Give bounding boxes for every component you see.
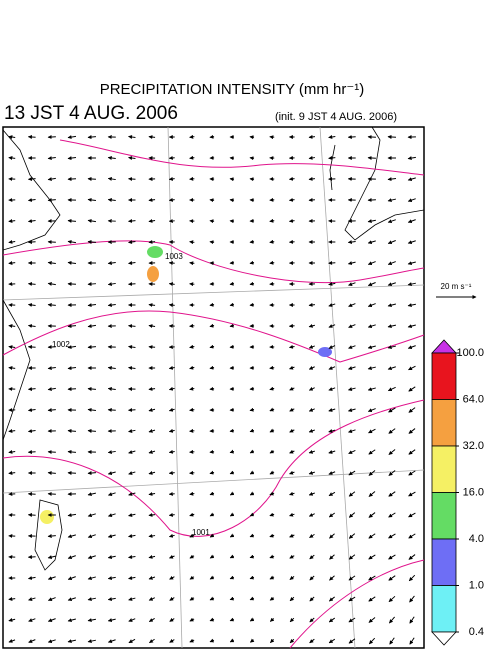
- wind-vector: [230, 431, 234, 432]
- wind-vector: [309, 200, 315, 201]
- wind-vector: [230, 179, 234, 180]
- isobar-label: 1002: [52, 340, 70, 349]
- wind-vector: [230, 347, 234, 348]
- colorbar-segment: [432, 493, 456, 540]
- wind-vector: [48, 494, 56, 495]
- wind-vector: [250, 305, 254, 306]
- colorbar-label: 1.0: [469, 579, 484, 591]
- wind-vector: [190, 326, 195, 327]
- colorbar-label: 0.4: [469, 626, 484, 638]
- wind-vector: [329, 158, 336, 159]
- wind-vector: [270, 263, 274, 264]
- wind-vector: [270, 221, 274, 222]
- wind-vector: [28, 452, 35, 453]
- precip-area: [147, 266, 159, 282]
- wind-vector: [129, 221, 136, 222]
- wind-vector: [230, 200, 234, 201]
- wind-vector: [270, 137, 274, 138]
- wind-vector: [149, 347, 155, 348]
- colorbar-label: 64.0: [463, 393, 484, 405]
- colorbar-label: 100.0: [456, 347, 484, 359]
- wind-vector: [129, 179, 136, 180]
- wind-vector: [250, 137, 254, 138]
- colorbar-label: 16.0: [463, 486, 484, 498]
- wind-vector: [169, 473, 174, 474]
- wind-vector: [88, 284, 96, 285]
- colorbar-over: [432, 340, 456, 353]
- init-time: (init. 9 JST 4 AUG. 2006): [275, 111, 397, 123]
- wind-vector: [210, 221, 214, 222]
- wind-vector: [190, 137, 195, 138]
- colorbar-under: [432, 632, 456, 645]
- colorbar-segment: [432, 400, 456, 447]
- wind-vector: [28, 515, 35, 516]
- wind-vector: [210, 137, 214, 138]
- wind-vector: [68, 179, 76, 180]
- wind-vector: [48, 473, 56, 474]
- colorbar-segment: [432, 539, 456, 586]
- isobar-label: 1001: [192, 528, 210, 537]
- wind-vector: [88, 389, 96, 390]
- wind-vector: [169, 158, 174, 159]
- wind-vector: [210, 389, 214, 390]
- colorbar-segment: [432, 446, 456, 493]
- wind-vector: [210, 452, 214, 453]
- wind-vector: [190, 263, 195, 264]
- map: 1003 1002 1001: [3, 127, 424, 648]
- wind-vector: [368, 158, 376, 159]
- wind-vector: [149, 137, 155, 138]
- wind-vector: [388, 137, 396, 138]
- wind-vector: [190, 473, 195, 474]
- wind-vector: [68, 284, 76, 285]
- wind-vector: [329, 263, 336, 264]
- wind-vector: [28, 242, 35, 243]
- wind-vector: [169, 263, 174, 264]
- colorbar-segment: [432, 353, 456, 400]
- wind-vector: [28, 389, 35, 390]
- wind-vector: [250, 242, 254, 243]
- wind-vector: [289, 179, 294, 180]
- wind-vector: [270, 368, 274, 369]
- wind-vector: [149, 242, 155, 243]
- colorbar-label: 4.0: [469, 533, 484, 545]
- colorbar-label: 32.0: [463, 440, 484, 452]
- colorbar: 100.0 64.0 32.0 16.0 4.0 1.0 0.4: [432, 340, 484, 645]
- valid-time: 13 JST 4 AUG. 2006: [4, 103, 178, 124]
- wind-vector: [129, 326, 136, 327]
- wind-vector: [190, 431, 195, 432]
- isobar-label: 1003: [165, 252, 183, 261]
- precip-area: [147, 246, 163, 258]
- wind-vector: [28, 179, 35, 180]
- wind-vector: [190, 158, 195, 159]
- wind-vector: [88, 179, 96, 180]
- wind-vector: [309, 137, 315, 138]
- wind-vector: [108, 410, 116, 411]
- wind-vector: [129, 284, 136, 285]
- wind-vector: [210, 305, 214, 306]
- wind-vector: [250, 158, 254, 159]
- wind-vector: [190, 242, 195, 243]
- wind-vector: [28, 284, 35, 285]
- wind-vector: [169, 494, 174, 495]
- wind-vector: [28, 137, 35, 138]
- wind-vector: [210, 242, 214, 243]
- colorbar-segment: [432, 586, 456, 633]
- precip-area: [40, 510, 54, 524]
- title: PRECIPITATION INTENSITY (mm hr⁻¹): [100, 81, 365, 98]
- wind-vector: [28, 347, 35, 348]
- wind-vector: [68, 389, 76, 390]
- wind-scale-label: 20 m s⁻¹: [441, 282, 472, 291]
- wind-vector: [129, 410, 136, 411]
- map-frame: [3, 127, 424, 648]
